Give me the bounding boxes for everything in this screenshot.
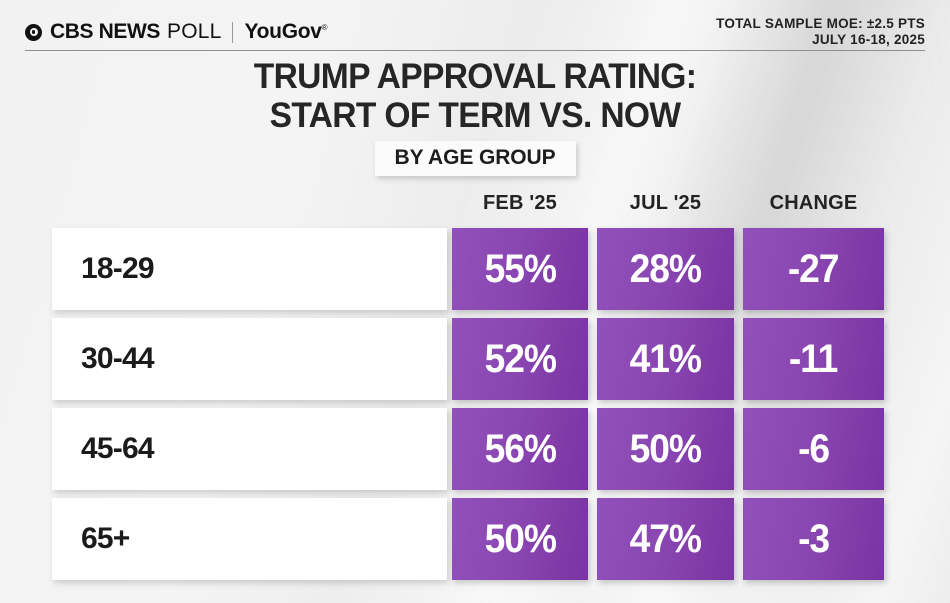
column-header-gap xyxy=(588,192,597,215)
row-label-cell: 30-44 xyxy=(52,318,447,400)
value-cell-feb: 55% xyxy=(452,228,588,310)
column-headers: FEB '25 JUL '25 CHANGE xyxy=(452,192,884,215)
title-line-1: TRUMP APPROVAL RATING: xyxy=(253,57,697,96)
value-cell-jul: 28% xyxy=(597,228,734,310)
value-change: -27 xyxy=(788,246,840,291)
brand-cbs-news: CBS NEWS xyxy=(50,20,160,43)
age-group-label: 30-44 xyxy=(81,342,155,375)
row-label-cell: 18-29 xyxy=(52,228,447,310)
subtitle-container: BY AGE GROUP xyxy=(0,141,950,176)
value-feb: 50% xyxy=(484,516,556,561)
cell-gap xyxy=(588,498,597,580)
table-row: 45-64 56% 50% -6 xyxy=(52,408,884,490)
brand-lockup: CBS NEWS POLL YouGov® xyxy=(25,20,328,44)
value-jul: 47% xyxy=(629,516,702,561)
table-row: 30-44 52% 41% -11 xyxy=(52,318,884,400)
cell-gap xyxy=(588,408,597,490)
value-cell-change: -11 xyxy=(743,318,884,400)
value-feb: 56% xyxy=(484,426,556,471)
value-cell-change: -27 xyxy=(743,228,884,310)
age-group-label: 45-64 xyxy=(81,432,155,465)
age-group-label: 65+ xyxy=(81,522,130,555)
table-row: 65+ 50% 47% -3 xyxy=(52,498,884,580)
cell-gap xyxy=(588,228,597,310)
value-jul: 28% xyxy=(629,246,702,291)
column-header-jul: JUL '25 xyxy=(629,192,702,214)
value-jul: 50% xyxy=(629,426,702,471)
value-cell-feb: 56% xyxy=(452,408,588,490)
value-feb: 52% xyxy=(484,336,556,381)
value-change: -11 xyxy=(789,336,838,381)
brand-divider xyxy=(232,21,234,43)
cbs-eye-icon xyxy=(25,23,42,41)
cell-gap xyxy=(588,318,597,400)
brand-yougov: YouGov® xyxy=(244,20,327,44)
value-cell-feb: 50% xyxy=(452,498,588,580)
trademark-mark: ® xyxy=(321,23,328,32)
row-label-cell: 45-64 xyxy=(52,408,447,490)
column-header-gap xyxy=(734,192,743,215)
margin-of-error: TOTAL SAMPLE MOE: ±2.5 PTS xyxy=(716,15,925,31)
page-title: TRUMP APPROVAL RATING: START OF TERM VS.… xyxy=(19,57,931,136)
header: CBS NEWS POLL YouGov® TOTAL SAMPLE MOE: … xyxy=(25,14,925,50)
brand-poll: POLL xyxy=(166,20,222,43)
value-cell-change: -6 xyxy=(743,408,884,490)
age-group-label: 18-29 xyxy=(81,252,155,285)
value-change: -3 xyxy=(798,516,830,561)
value-cell-feb: 52% xyxy=(452,318,588,400)
table-row: 18-29 55% 28% -27 xyxy=(52,228,884,310)
row-label-cell: 65+ xyxy=(52,498,447,580)
value-change: -6 xyxy=(798,426,830,471)
subtitle-badge: BY AGE GROUP xyxy=(374,141,576,176)
value-jul: 41% xyxy=(629,336,702,381)
brand-yougov-label: YouGov xyxy=(244,20,322,43)
value-cell-change: -3 xyxy=(743,498,884,580)
value-cell-jul: 41% xyxy=(597,318,734,400)
results-table: 18-29 55% 28% -27 30-44 52% 4 xyxy=(52,228,884,588)
column-header-feb: FEB '25 xyxy=(483,192,557,214)
value-cell-jul: 50% xyxy=(597,408,734,490)
poll-meta: TOTAL SAMPLE MOE: ±2.5 PTS JULY 16-18, 2… xyxy=(716,16,925,49)
title-line-2: START OF TERM VS. NOW xyxy=(269,95,682,135)
value-cell-jul: 47% xyxy=(597,498,734,580)
field-dates: JULY 16-18, 2025 xyxy=(812,32,925,47)
value-feb: 55% xyxy=(484,246,556,291)
header-divider xyxy=(25,50,925,51)
column-header-change: CHANGE xyxy=(769,192,858,214)
